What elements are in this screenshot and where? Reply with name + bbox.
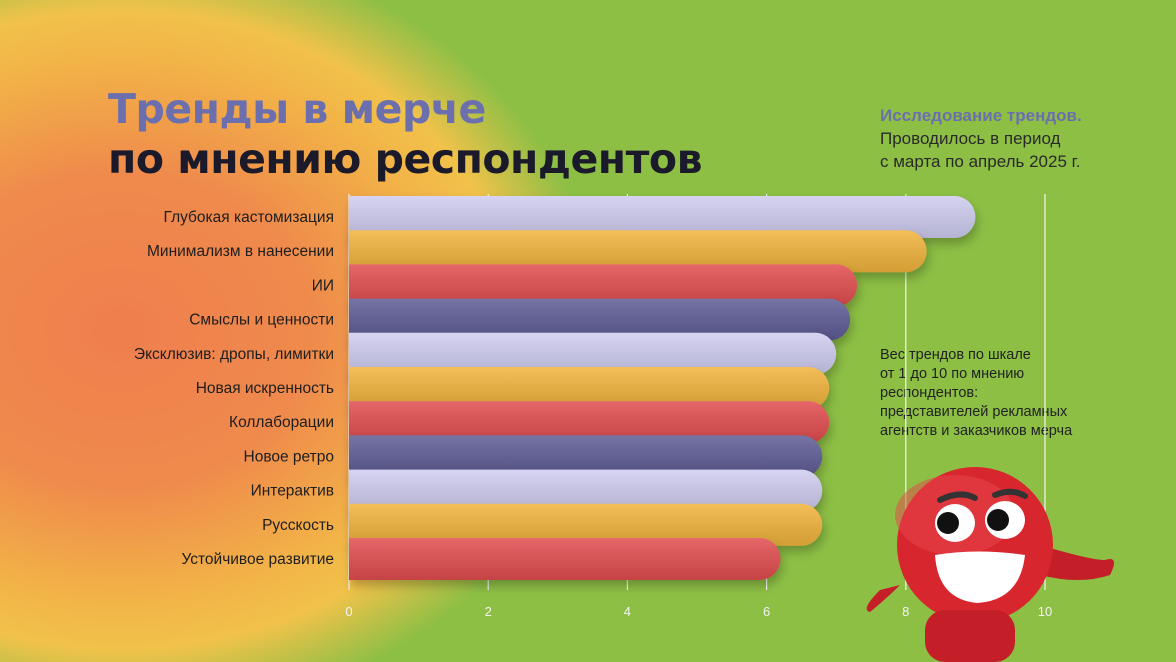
study-note-heading: Исследование трендов. [880,106,1082,125]
page-title: Тренды в мерче по мнению респондентов [108,84,808,184]
bar-shading [349,298,851,341]
red-ball-mascot [866,467,1114,662]
category-label: Интерактив [251,483,334,500]
category-label: Русскость [262,517,334,534]
category-label: Эксклюзив: дропы, лимитки [134,346,334,363]
bar-shading [349,538,781,580]
category-label: Минимализм в нанесении [147,243,334,260]
category-label: Коллаборации [229,414,334,431]
bar-shading [349,503,823,546]
bar-shading [349,264,858,307]
study-note-line: с марта по апрель 2025 г. [880,152,1081,171]
category-label: ИИ [312,277,334,294]
x-tick-label: 0 [345,604,352,619]
bar-shading [349,401,830,444]
category-label: Новое ретро [244,448,335,465]
study-note-line: Проводилось в период [880,129,1061,148]
bar-shading [349,367,830,409]
bar-shading [349,230,927,273]
title-line-2: по мнению респондентов [108,135,703,183]
category-label: Глубокая кастомизация [164,209,334,226]
x-tick-label: 4 [624,604,631,619]
study-note: Исследование трендов. Проводилось в пери… [880,104,1150,173]
bar-shading [349,435,823,478]
category-label: Устойчивое развитие [181,551,334,568]
title-line-1: Тренды в мерче [108,85,486,133]
bar-shading [349,332,837,375]
category-label: Смыслы и ценности [189,312,334,329]
bar-shading [349,196,976,238]
category-label: Новая искренность [196,380,334,397]
x-tick-label: 10 [1038,604,1052,619]
bar-shading [349,469,823,512]
scale-note-line: Вес трендов по шкале [880,347,1031,363]
x-tick-label: 2 [485,604,492,619]
scale-note-line: представителей рекламных [880,404,1068,420]
x-tick-label: 6 [763,604,770,619]
scale-note: Вес трендов по шкале от 1 до 10 по мнени… [880,346,1140,441]
scale-note-line: агентств и заказчиков мерча [880,423,1073,439]
scale-note-line: от 1 до 10 по мнению [880,366,1025,382]
scale-note-line: респондентов: [880,385,979,401]
x-tick-label: 8 [902,604,909,619]
